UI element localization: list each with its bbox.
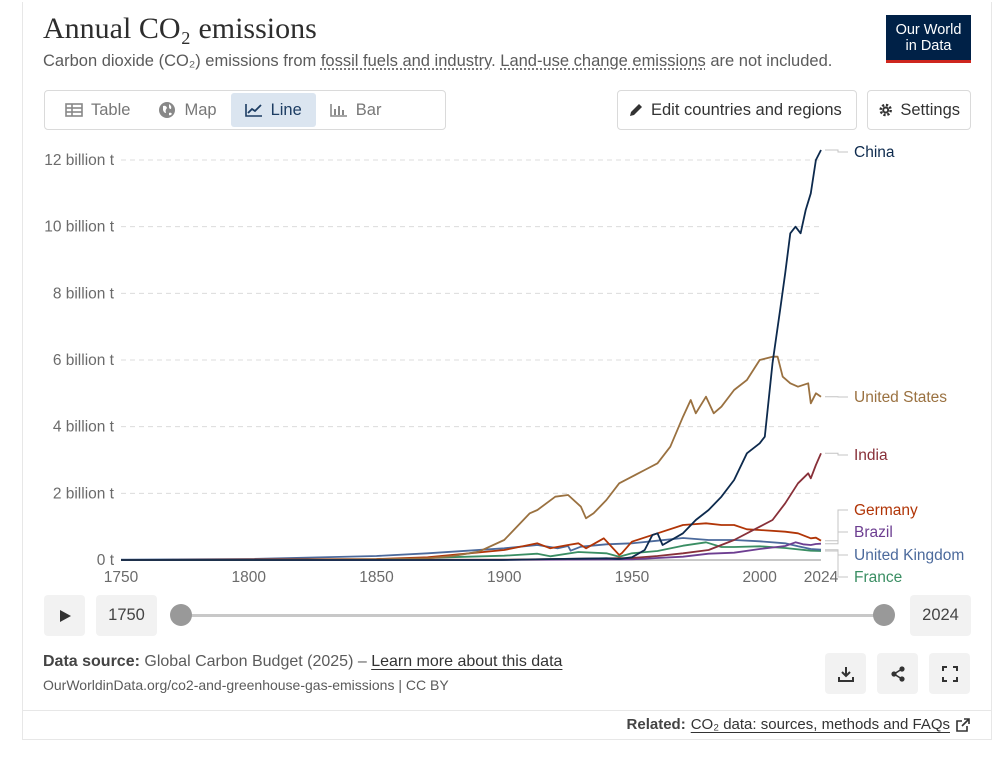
series-line [120,522,822,561]
series-line [120,537,822,561]
x-tick-label: 1850 [359,569,394,586]
series-label: China [854,144,895,161]
bar-chart-icon [329,104,347,117]
source-text: Global Carbon Budget (2025) – [139,653,372,670]
y-tick-label: 12 billion t [44,152,114,169]
external-link-icon [956,717,970,732]
edit-countries-label: Edit countries and regions [651,100,842,119]
data-source: Data source: Global Carbon Budget (2025)… [43,653,562,671]
globe-icon [159,102,176,118]
y-tick-label: 4 billion t [53,419,115,436]
x-tick-label: 1900 [487,569,522,586]
series-label: Brazil [854,524,893,541]
tab-table[interactable]: Table [51,93,144,127]
x-tick-label: 1950 [615,569,650,586]
play-icon [59,609,71,622]
related-link[interactable]: CO₂ data: sources, methods and FAQs [690,716,950,733]
logo-line-2: in Data [905,38,952,54]
view-tabs: Table Map Line Bar [44,90,446,130]
y-tick-label: 0 t [97,552,115,569]
line-chart-icon [244,104,262,117]
series-label: Germany [854,502,918,519]
fullscreen-icon [941,665,958,682]
chart-card [22,2,992,740]
tab-line[interactable]: Line [230,93,316,127]
share-button[interactable] [877,653,918,694]
tab-label: Table [91,100,131,119]
series-line [120,541,822,561]
edit-countries-button[interactable]: Edit countries and regions [617,90,857,130]
timeline-track[interactable] [181,614,884,617]
table-icon [65,103,83,117]
label-connector [825,531,848,545]
download-icon [837,666,854,682]
tab-label: Line [270,100,302,119]
learn-more-link[interactable]: Learn more about this data [371,653,563,670]
x-tick-label: 2024 [804,569,839,586]
label-connector [825,549,848,556]
timeline-end-handle[interactable] [873,604,895,626]
owid-logo[interactable]: Our World in Data [886,15,971,63]
label-connector [825,452,848,456]
series-line [121,149,822,561]
series-line [121,355,822,561]
series-line [120,452,822,561]
x-tick-label: 2000 [742,569,777,586]
gear-icon [879,103,892,117]
source-url: OurWorldinData.org/co2-and-greenhouse-ga… [43,677,449,693]
y-tick-label: 6 billion t [53,352,115,369]
settings-label: Settings [900,100,960,119]
timeline-start-handle[interactable] [170,604,192,626]
chart-subtitle: Carbon dioxide (CO₂) emissions from foss… [43,52,832,71]
line-chart: 0 t 2 billion t 4 billion t 6 billion t 8 bi… [44,144,964,586]
label-connector [825,550,848,578]
subtitle-separator: . [491,52,501,70]
y-tick-label: 10 billion t [44,219,114,236]
pencil-icon [630,104,642,116]
land-use-link[interactable]: Land-use change emissions [500,52,706,70]
settings-button[interactable]: Settings [867,90,971,130]
tab-label: Map [184,100,217,119]
share-icon [890,665,905,682]
y-tick-label: 2 billion t [53,485,115,502]
series-label: India [854,447,888,464]
related-link-row: Related: CO₂ data: sources, methods and … [627,716,970,733]
x-tick-label: 1800 [231,569,266,586]
label-connector [825,149,848,153]
label-connector [825,509,848,542]
download-button[interactable] [825,653,866,694]
series-label: France [854,569,902,586]
play-button[interactable] [44,595,85,636]
series-label: United Kingdom [854,547,964,564]
y-tick-label: 8 billion t [53,285,115,302]
tab-bar[interactable]: Bar [316,93,396,127]
series-line [120,541,822,561]
tab-label: Bar [355,100,382,119]
x-tick-label: 1750 [104,569,139,586]
tab-map[interactable]: Map [144,93,230,127]
footer-divider [22,710,992,711]
related-label: Related: [626,716,686,733]
end-year-box[interactable]: 2024 [910,595,971,636]
chart-title: Annual CO₂ emissions [43,12,317,45]
series-label: United States [854,389,947,406]
fullscreen-button[interactable] [929,653,970,694]
source-label: Data source: [43,653,140,670]
subtitle-text: Carbon dioxide (CO₂) emissions from [43,52,321,70]
logo-line-1: Our World [895,22,962,38]
logo-accent-bar [886,60,971,63]
subtitle-suffix: are not included. [705,52,833,70]
start-year-box[interactable]: 1750 [96,595,157,636]
fossil-fuels-link[interactable]: fossil fuels and industry [320,52,492,70]
